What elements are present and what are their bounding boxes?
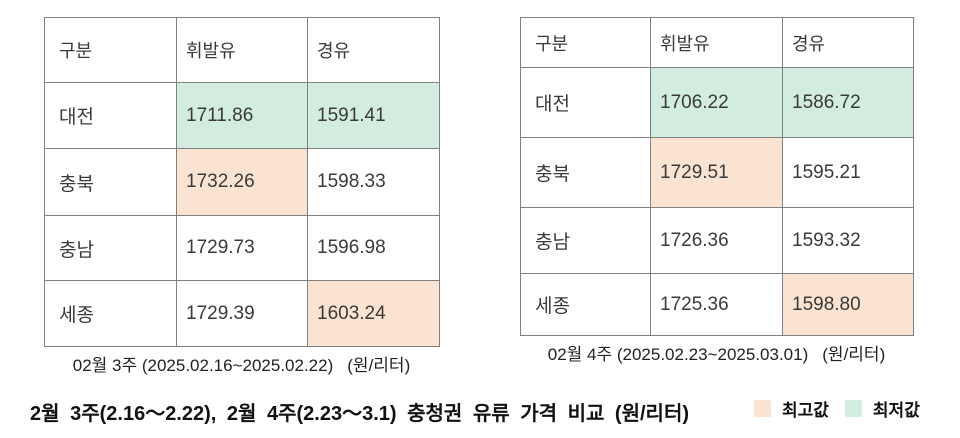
diesel-price-cell: 1598.80 [782, 273, 914, 336]
gasoline-price-cell: 1732.26 [176, 148, 308, 216]
table-row: 충북 1732.26 1598.33 [44, 148, 440, 216]
diesel-price-cell: 1595.21 [782, 137, 914, 208]
week4-caption-period: 02월 4주 (2025.02.23~2025.03.01) [547, 345, 809, 364]
region-cell: 충북 [44, 148, 177, 216]
week3-caption: 02월 3주 (2025.02.16~2025.02.22) (원/리터) [44, 351, 439, 376]
column-header-diesel: 경유 [307, 17, 440, 83]
region-cell: 충남 [520, 207, 651, 274]
region-cell: 충남 [44, 215, 177, 281]
table-row: 구분 휘발유 경유 [520, 17, 914, 68]
min-value-swatch-icon [844, 400, 862, 417]
region-cell: 대전 [44, 82, 177, 149]
column-header-diesel: 경유 [782, 17, 914, 68]
table-row: 세종 1729.39 1603.24 [44, 280, 440, 347]
table-row: 세종 1725.36 1598.80 [520, 273, 914, 336]
week3-caption-period: 02월 3주 (2025.02.16~2025.02.22) [72, 356, 334, 375]
diesel-price-cell: 1586.72 [782, 67, 914, 138]
gasoline-price-cell: 1726.36 [650, 207, 783, 274]
region-cell: 대전 [520, 67, 651, 138]
legend-item-min: 최저값 [844, 396, 920, 421]
gasoline-price-cell: 1725.36 [650, 273, 783, 336]
legend: 최고값 최저값 [754, 396, 920, 421]
diesel-price-cell: 1591.41 [307, 82, 440, 149]
diesel-price-cell: 1598.33 [307, 148, 440, 216]
legend-label-max: 최고값 [782, 401, 829, 420]
table-row: 충남 1726.36 1593.32 [520, 207, 914, 274]
week3-price-table: 구분 휘발유 경유 대전 1711.86 1591.41 충북 1732.26 … [44, 17, 440, 347]
table-row: 충북 1729.51 1595.21 [520, 137, 914, 208]
gasoline-price-cell: 1729.39 [176, 280, 308, 347]
week4-caption-unit: (원/리터) [822, 345, 886, 364]
region-cell: 충북 [520, 137, 651, 208]
gasoline-price-cell: 1729.51 [650, 137, 783, 208]
region-cell: 세종 [520, 273, 651, 336]
week3-caption-unit: (원/리터) [347, 356, 411, 375]
column-header-gasoline: 휘발유 [176, 17, 308, 83]
gasoline-price-cell: 1729.73 [176, 215, 308, 281]
table-row: 구분 휘발유 경유 [44, 17, 440, 83]
column-header-category: 구분 [520, 17, 651, 68]
table-row: 대전 1706.22 1586.72 [520, 67, 914, 138]
legend-item-max: 최고값 [754, 396, 829, 421]
week4-table-block: 구분 휘발유 경유 대전 1706.22 1586.72 충북 1729.51 … [520, 17, 914, 365]
diesel-price-cell: 1603.24 [307, 280, 440, 347]
gasoline-price-cell: 1711.86 [176, 82, 308, 149]
week3-table-block: 구분 휘발유 경유 대전 1711.86 1591.41 충북 1732.26 … [44, 17, 440, 376]
page-title: 2월 3주(2.16～2.22), 2월 4주(2.23～3.1) 충청권 유류… [30, 403, 689, 425]
week4-price-table: 구분 휘발유 경유 대전 1706.22 1586.72 충북 1729.51 … [520, 17, 914, 336]
table-row: 대전 1711.86 1591.41 [44, 82, 440, 149]
region-cell: 세종 [44, 280, 177, 347]
diesel-price-cell: 1596.98 [307, 215, 440, 281]
max-value-swatch-icon [754, 400, 771, 417]
diesel-price-cell: 1593.32 [782, 207, 914, 274]
legend-label-min: 최저값 [872, 401, 920, 420]
table-row: 충남 1729.73 1596.98 [44, 215, 440, 281]
gasoline-price-cell: 1706.22 [650, 67, 783, 138]
week4-caption: 02월 4주 (2025.02.23~2025.03.01) (원/리터) [520, 340, 913, 365]
column-header-category: 구분 [44, 17, 177, 83]
column-header-gasoline: 휘발유 [650, 17, 783, 68]
